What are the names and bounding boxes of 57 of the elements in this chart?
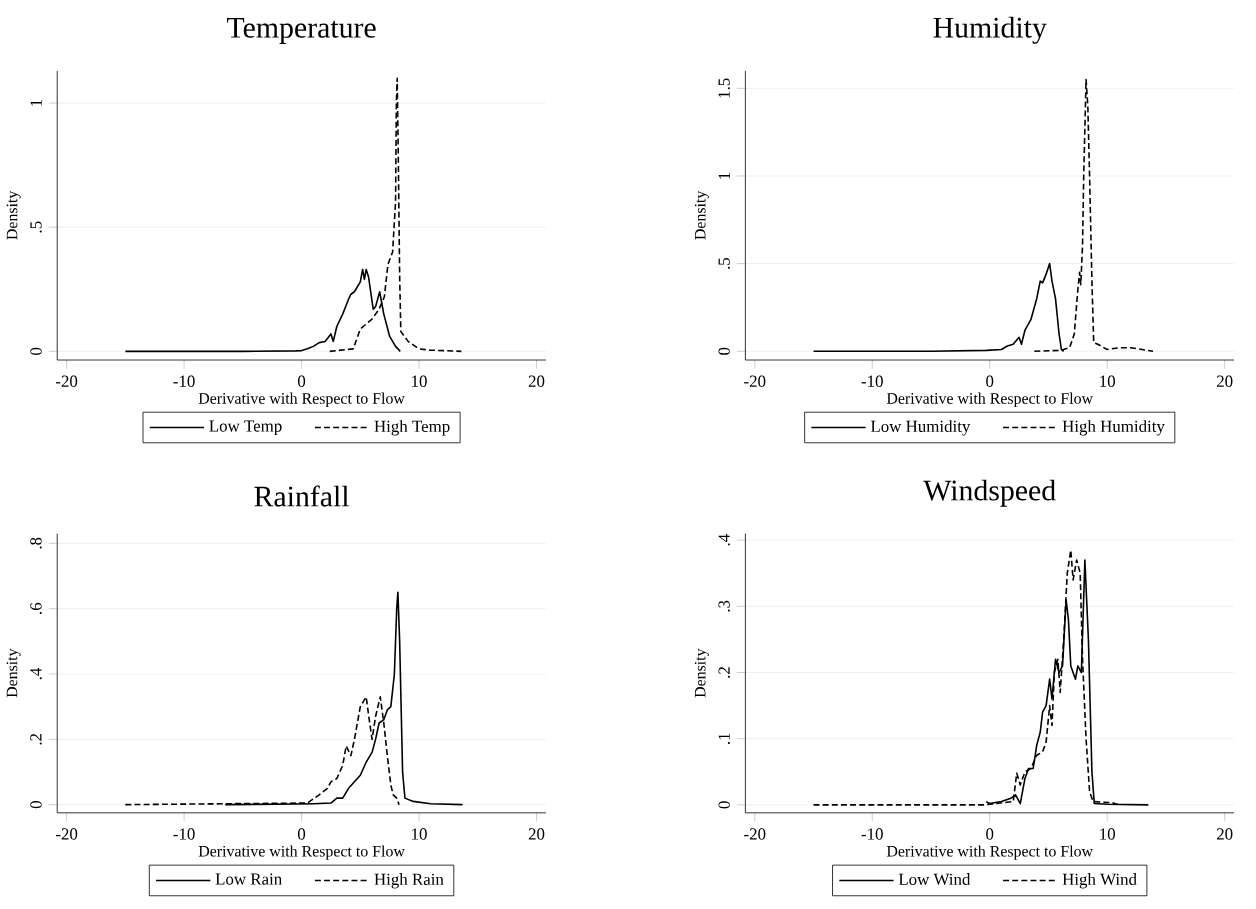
y-tick-label: 1 <box>718 173 730 179</box>
y-axis-title: Density <box>6 190 21 240</box>
x-tick-label: -20 <box>55 828 78 840</box>
legend-label: Low Wind <box>898 873 971 886</box>
x-tick-label: -20 <box>55 375 78 388</box>
legend-label: Low Temp <box>209 420 282 436</box>
legend-label: Low Humidity <box>870 420 971 436</box>
x-tick-label: 20 <box>1216 828 1233 840</box>
x-tick-label: -10 <box>861 375 883 388</box>
x-tick-label: 0 <box>298 375 306 388</box>
y-tick-label: .2 <box>718 667 730 678</box>
x-axis-title: Derivative with Respect to Flow <box>198 392 405 408</box>
y-tick-label: 1.5 <box>718 78 730 98</box>
y-tick-label: 0 <box>30 801 42 809</box>
x-tick-label: 10 <box>412 375 427 388</box>
x-tick-label: 20 <box>528 828 545 840</box>
y-tick-label: 0 <box>718 347 730 356</box>
x-axis-title: Derivative with Respect to Flow <box>886 845 1093 861</box>
x-tick-label: -20 <box>744 828 766 840</box>
legend-label: High Rain <box>374 873 444 889</box>
y-axis-title: Density <box>694 190 709 240</box>
x-tick-label: 10 <box>1100 828 1115 840</box>
y-tick-label: .8 <box>30 537 42 549</box>
y-axis-title: Density <box>694 648 709 698</box>
y-tick-label: 1 <box>30 100 42 107</box>
chart-title: Rainfall <box>254 485 349 507</box>
chart-title: Temperature <box>227 18 376 45</box>
y-tick-label: .6 <box>30 603 42 615</box>
y-tick-label: .1 <box>718 733 730 745</box>
y-tick-label: .4 <box>30 668 42 680</box>
legend-label: High Temp <box>374 420 450 436</box>
y-tick-label: 0 <box>30 347 42 356</box>
y-tick-label: .3 <box>718 600 730 612</box>
legend-label: Low Rain <box>215 873 282 885</box>
chart-title: Windspeed <box>923 479 1056 507</box>
x-tick-label: 0 <box>986 375 994 388</box>
x-tick-label: 20 <box>1216 375 1233 388</box>
y-axis-title: Density <box>6 648 21 698</box>
y-tick-label: .5 <box>30 221 42 233</box>
x-axis-title: Derivative with Respect to Flow <box>886 392 1093 408</box>
x-tick-label: 0 <box>298 828 306 840</box>
legend-label: High Humidity <box>1062 420 1165 436</box>
chart-title: Humidity <box>933 17 1047 45</box>
x-tick-label: -20 <box>744 375 766 388</box>
x-axis-title: Derivative with Respect to Flow <box>198 845 405 861</box>
y-tick-label: 0 <box>718 801 730 809</box>
y-tick-label: .5 <box>718 258 730 270</box>
x-tick-label: 10 <box>1100 375 1115 388</box>
x-tick-label: -10 <box>861 828 883 840</box>
y-tick-label: .2 <box>30 734 42 745</box>
x-tick-label: -10 <box>173 375 195 388</box>
y-tick-label: .4 <box>718 534 730 546</box>
x-tick-label: 0 <box>986 828 994 840</box>
legend-label: High Wind <box>1062 873 1137 889</box>
x-tick-label: 20 <box>528 375 545 388</box>
x-tick-label: 10 <box>412 828 427 840</box>
x-tick-label: -10 <box>173 828 195 840</box>
